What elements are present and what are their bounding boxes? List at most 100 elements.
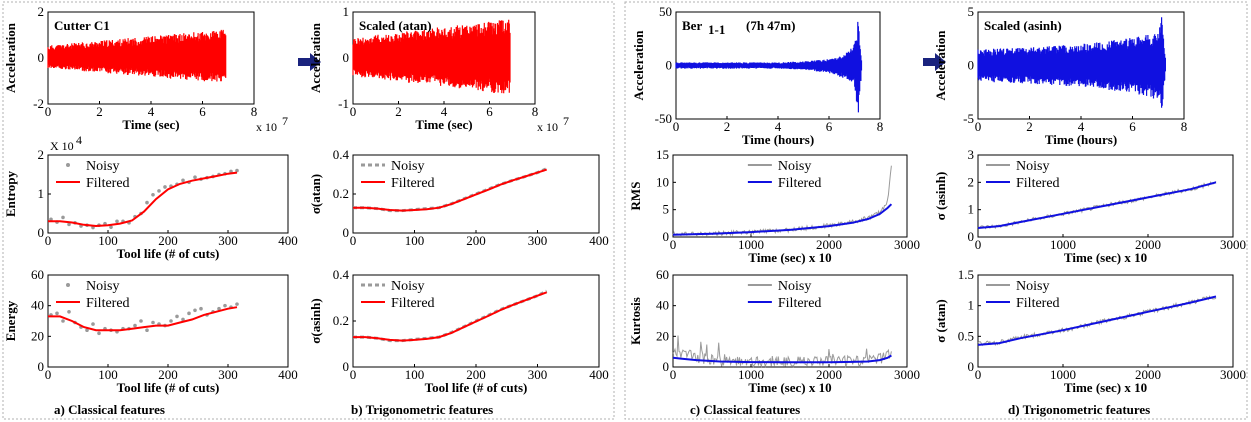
- y-tick-label: 15: [656, 147, 669, 162]
- legend-label-noisy: Noisy: [778, 279, 811, 294]
- y-tick-label: 0.2: [333, 313, 349, 328]
- y-tick-label: 0.2: [333, 186, 349, 201]
- y-tick-label: 0.4: [333, 267, 350, 282]
- x-axis-label: Tool life (# of cuts): [117, 246, 220, 261]
- noisy-point: [151, 320, 155, 325]
- filtered-line: [353, 168, 548, 212]
- x-tick-label: 100: [98, 233, 118, 248]
- signal-trace: [352, 19, 511, 94]
- y-tick-label: -50: [655, 111, 672, 126]
- x-tick-label: 300: [218, 367, 238, 382]
- axis-exponent-power: 4: [76, 133, 82, 147]
- noisy-point: [235, 302, 239, 306]
- x-tick-label: 200: [158, 367, 178, 382]
- axis-exponent-power: 7: [563, 114, 569, 128]
- x-tick-label: 2000: [1135, 237, 1161, 252]
- y-tick-label: 0: [663, 229, 670, 244]
- filtered-line: [48, 306, 238, 332]
- legend-label-filtered: Filtered: [1016, 176, 1060, 191]
- x-tick-label: 2: [724, 119, 731, 134]
- x-tick-label: 0: [45, 104, 52, 119]
- x-tick-label: 3000: [894, 237, 920, 252]
- y-tick-label: 5: [968, 4, 975, 19]
- chart-bearing-sigma-asinh: 0 1000 2000 3000 0 1 2 3 σ (asinh) Time (sec) x 1…: [933, 147, 1246, 265]
- y-tick-label: 2: [38, 147, 45, 162]
- legend-label-filtered: Filtered: [86, 296, 130, 311]
- x-tick-label: 300: [528, 367, 548, 382]
- y-tick-label: 1: [38, 186, 45, 201]
- x-tick-label: 2: [1026, 119, 1033, 134]
- noisy-point: [175, 314, 179, 319]
- noisy-point: [55, 311, 59, 316]
- x-axis-label: Time (hours): [1045, 132, 1117, 147]
- noisy-point: [193, 175, 197, 180]
- chart-title: Cutter C1: [54, 18, 110, 33]
- chart-cutter-entropy: 0 100 200 300 400 0 1 2 Entropy Tool life (# of c…: [3, 133, 298, 261]
- x-axis-label: Tool life (# of cuts): [425, 380, 528, 395]
- x-axis-label: Time (sec): [122, 117, 179, 132]
- x-tick-label: 8: [877, 119, 884, 134]
- y-tick-label: 20: [31, 328, 44, 343]
- x-tick-label: 4: [148, 104, 155, 119]
- y-tick-label: 40: [656, 298, 669, 313]
- y-tick-label: 60: [656, 267, 669, 282]
- legend-label-filtered: Filtered: [86, 176, 130, 191]
- noisy-point: [61, 319, 65, 323]
- noisy-point: [151, 192, 155, 197]
- chart-title-sub: 1-1: [708, 22, 725, 37]
- x-tick-label: 100: [405, 367, 425, 382]
- x-tick-label: 6: [486, 104, 493, 119]
- y-tick-label: 10: [656, 174, 669, 189]
- arrow-right: [923, 53, 946, 71]
- filtered-line: [353, 291, 548, 342]
- chart-title-extra: (7h 47m): [746, 18, 795, 33]
- chart-bearing-rms: 0 1000 2000 3000 0 5 10 15 RMS Time (sec) x 10 Noi…: [628, 147, 920, 265]
- legend-label-filtered: Filtered: [391, 296, 435, 311]
- chart-cutter-energy: 0 100 200 300 400 0 20 40 60 Energy Tool life (# o…: [3, 267, 298, 395]
- y-tick-label: 0: [968, 359, 975, 374]
- y-axis-label: Entropy: [3, 171, 18, 217]
- noisy-point: [199, 306, 203, 311]
- noisy-point: [217, 306, 221, 311]
- axis-exponent: x 10: [256, 120, 277, 134]
- caption-b: b) Trigonometric features: [351, 402, 493, 417]
- legend-label-noisy: Noisy: [391, 159, 424, 174]
- x-tick-label: 100: [98, 367, 118, 382]
- filtered-line: [672, 203, 893, 236]
- x-tick-label: 0: [350, 104, 357, 119]
- legend-label-filtered: Filtered: [778, 176, 822, 191]
- noisy-point: [187, 311, 191, 316]
- y-axis-label: Acceleration: [933, 30, 948, 101]
- x-axis-label: Time (sec) x 10: [748, 380, 831, 395]
- x-axis-label: Time (sec): [415, 117, 472, 132]
- x-tick-label: 0: [670, 237, 677, 252]
- x-tick-label: 300: [218, 233, 238, 248]
- y-tick-label: 0: [968, 229, 975, 244]
- legend-label-filtered: Filtered: [778, 296, 822, 311]
- x-tick-label: 0: [45, 233, 52, 248]
- y-axis-label: σ (asinh): [933, 172, 948, 221]
- noisy-point: [85, 328, 89, 333]
- y-tick-label: 1.5: [958, 267, 974, 282]
- x-tick-label: 1000: [738, 367, 764, 382]
- y-tick-label: 0: [38, 50, 45, 65]
- y-tick-label: 0: [343, 359, 350, 374]
- y-tick-label: 60: [31, 267, 44, 282]
- noisy-point: [139, 319, 143, 323]
- signal-trace: [675, 21, 863, 113]
- x-tick-label: 2000: [816, 237, 842, 252]
- y-axis-label: Acceleration: [3, 22, 18, 93]
- axis-exponent: x 10: [537, 120, 558, 134]
- x-tick-label: 0: [350, 233, 357, 248]
- axis-exponent-power: 7: [282, 114, 288, 128]
- x-tick-label: 300: [528, 233, 548, 248]
- caption-c: c) Classical features: [690, 402, 800, 417]
- chart-bearing-kurtosis: 0 1000 2000 3000 0 20 40 60 Kurtosis Time (sec) x…: [628, 267, 920, 395]
- noisy-point: [169, 319, 173, 323]
- plot-frame: [47, 154, 289, 234]
- noisy-point: [163, 185, 167, 189]
- noisy-point: [145, 200, 149, 205]
- y-tick-label: -1: [338, 96, 349, 111]
- caption-d: d) Trigonometric features: [1008, 402, 1150, 417]
- noisy-point: [61, 215, 65, 220]
